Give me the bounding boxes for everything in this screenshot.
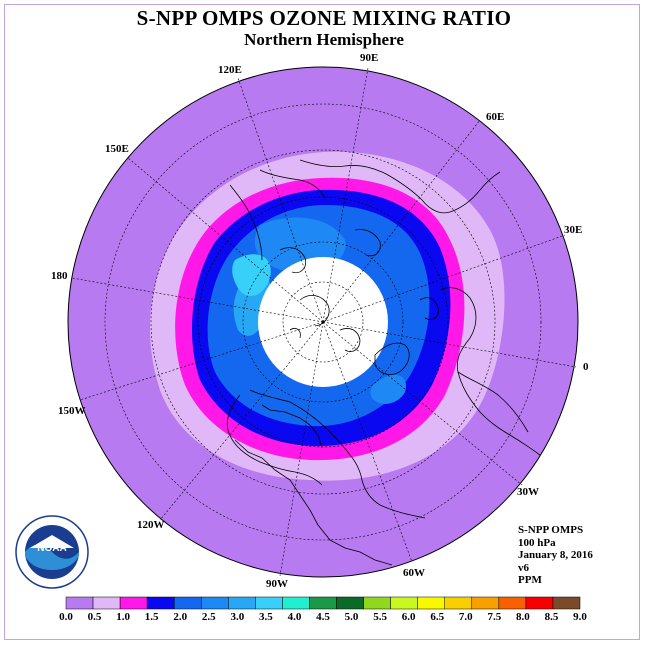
colorbar-tick-label: 3.5 xyxy=(259,611,273,623)
colorbar-swatch xyxy=(390,596,418,610)
colorbar-swatch xyxy=(228,596,256,610)
colorbar-tick-label: 6.0 xyxy=(402,611,416,623)
colorbar-swatch xyxy=(173,596,202,610)
colorbar-tick-label: 5.0 xyxy=(345,611,359,623)
logo-text: NOAA xyxy=(37,543,66,554)
lon-label-60e: 60E xyxy=(486,111,504,123)
colorbar-tick-label: 7.5 xyxy=(487,611,501,623)
colorbar-tick-label: 0.0 xyxy=(59,611,73,623)
lon-label-120w: 120W xyxy=(137,519,165,531)
colorbar-swatch xyxy=(417,596,445,610)
colorbar-swatch xyxy=(255,596,283,610)
lon-label-150w: 150W xyxy=(58,405,86,417)
colorbar-tick-label: 5.5 xyxy=(373,611,387,623)
colorbar-swatch xyxy=(336,596,364,610)
lon-label-150e: 150E xyxy=(105,143,129,155)
info-level: 100 hPa xyxy=(518,536,556,549)
colorbar-swatch xyxy=(471,596,500,610)
colorbar-swatch xyxy=(444,596,473,610)
colorbar-tick-label: 2.0 xyxy=(173,611,187,623)
info-date: January 8, 2016 xyxy=(518,549,593,561)
colorbar-swatch xyxy=(363,596,391,610)
colorbar: 0.0 0.5 1.0 1.5 2.0 2.5 3.0 3.5 4.0 4.5 5.0 5.5 6.0 6… xyxy=(59,596,587,623)
lon-label-90w: 90W xyxy=(266,578,288,590)
lon-label-120e: 120E xyxy=(218,64,242,76)
colorbar-tick-label: 2.5 xyxy=(202,611,216,623)
info-instrument: S-NPP OMPS xyxy=(518,524,584,536)
colorbar-swatch xyxy=(525,596,554,610)
colorbar-tick-label: 4.5 xyxy=(316,611,330,623)
colorbar-swatch xyxy=(146,596,175,610)
colorbar-tick-label: 1.0 xyxy=(116,611,130,623)
colorbar-swatch xyxy=(309,596,337,610)
latitude-circles xyxy=(104,103,542,541)
map-subtitle: Northern Hemisphere xyxy=(244,30,404,49)
colorbar-swatch xyxy=(282,596,310,610)
colorbar-tick-label: 4.0 xyxy=(288,611,302,623)
lon-label-30e: 30E xyxy=(564,224,582,236)
map-title: S-NPP OMPS OZONE MIXING RATIO xyxy=(136,6,512,30)
lon-label-90e: 90E xyxy=(360,52,378,64)
colorbar-tick-label: 3.0 xyxy=(230,611,244,623)
colorbar-tick-label: 7.0 xyxy=(459,611,473,623)
lon-label-60w: 60W xyxy=(403,567,425,579)
colorbar-swatch xyxy=(552,596,581,610)
colorbar-tick-label: 8.0 xyxy=(516,611,530,623)
info-block: S-NPP OMPS 100 hPa January 8, 2016 v6 PP… xyxy=(518,524,593,587)
noaa-logo: NOAA xyxy=(15,515,89,589)
colorbar-swatch xyxy=(498,596,527,610)
colorbar-swatch xyxy=(92,596,121,610)
longitude-labels: 90E 60E 30E 0 30W 60W 90W 120W 150W 180 … xyxy=(51,52,589,590)
lon-label-30w: 30W xyxy=(517,486,539,498)
info-units: PPM xyxy=(518,574,542,586)
colorbar-swatch xyxy=(201,596,229,610)
colorbar-tick-label: 9.0 xyxy=(573,611,587,623)
info-version: v6 xyxy=(518,561,529,574)
meridians xyxy=(71,67,577,577)
figure-frame xyxy=(4,4,640,640)
colorbar-swatch xyxy=(65,596,94,610)
colorbar-tick-label: 1.5 xyxy=(145,611,159,623)
colorbar-swatch xyxy=(119,596,148,610)
colorbar-tick-label: 8.5 xyxy=(545,611,559,623)
lon-label-0: 0 xyxy=(583,361,589,373)
colorbar-tick-label: 6.5 xyxy=(430,611,444,623)
colorbar-tick-label: 0.5 xyxy=(88,611,102,623)
lon-label-180: 180 xyxy=(51,270,68,282)
